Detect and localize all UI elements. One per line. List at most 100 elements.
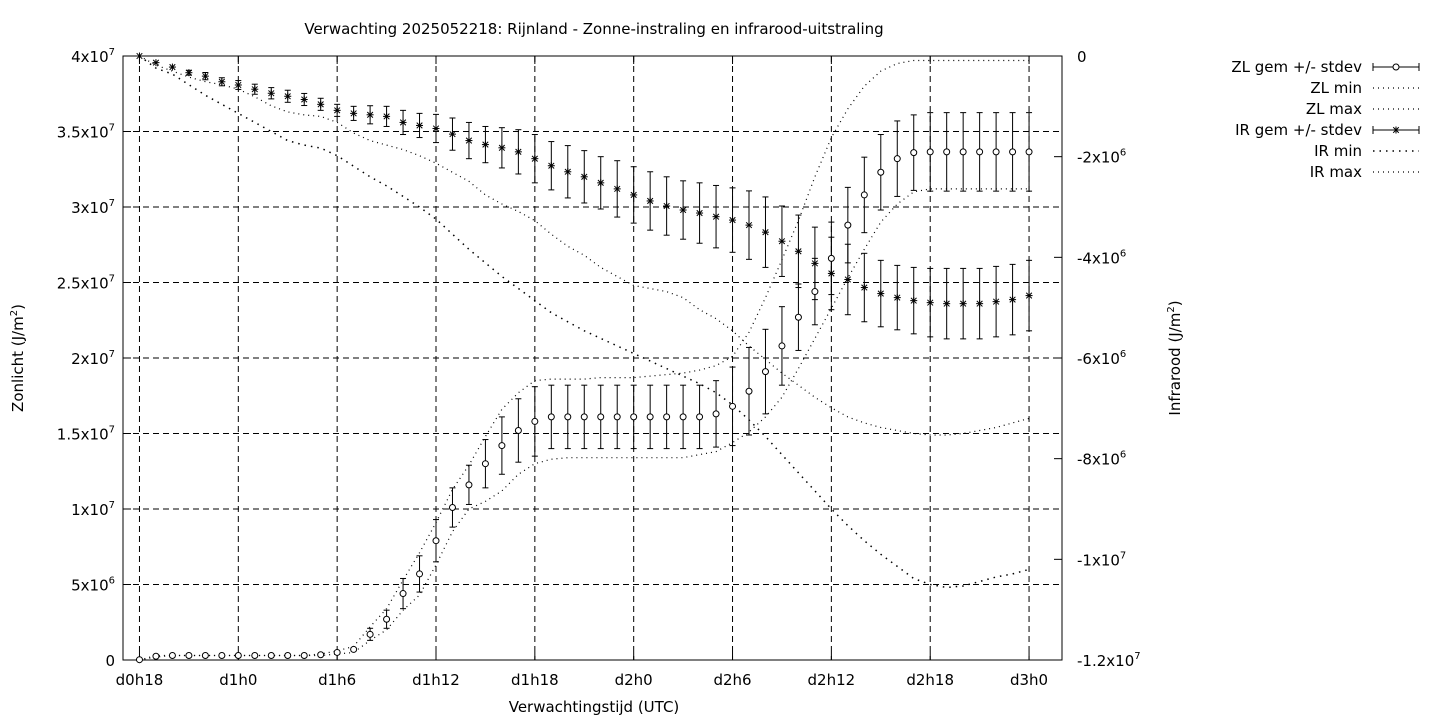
- x-tick-label: d1h6: [318, 671, 356, 689]
- legend-marker: [1392, 63, 1400, 71]
- point-ir-gem-stdev: [877, 290, 885, 298]
- point-zl-gem-stdev: [860, 191, 868, 199]
- legend: ZL gem +/- stdev ZL min ZL max IR gem +/- s…: [1231, 58, 1420, 181]
- point-ir-gem-stdev: [910, 297, 918, 305]
- point-ir-gem-stdev: [531, 155, 539, 163]
- point-zl-gem-stdev: [943, 148, 951, 156]
- y-left-tick-label: 1.5x107: [57, 425, 115, 444]
- point-ir-gem-stdev: [267, 89, 275, 97]
- y-left-tick-label: 0: [105, 652, 115, 670]
- point-zl-gem-stdev: [976, 148, 984, 156]
- point-zl-gem-stdev: [1009, 148, 1017, 156]
- point-ir-gem-stdev: [811, 259, 819, 267]
- y-right-axis-label: Infrarood (J/m2): [1166, 300, 1184, 415]
- point-ir-gem-stdev: [234, 81, 242, 89]
- y-left-tick-label: 2.5x107: [57, 274, 115, 293]
- x-tick-label: d1h12: [412, 671, 460, 689]
- point-zl-gem-stdev: [152, 652, 160, 660]
- point-zl-gem-stdev: [481, 460, 489, 468]
- point-ir-gem-stdev: [597, 179, 605, 187]
- point-zl-gem-stdev: [531, 417, 539, 425]
- point-ir-gem-stdev: [745, 221, 753, 229]
- point-ir-gem-stdev: [712, 213, 720, 221]
- legend-label: ZL gem +/- stdev: [1231, 58, 1362, 76]
- point-zl-gem-stdev: [383, 615, 391, 623]
- y-right-tick-label: -8x106: [1077, 450, 1126, 469]
- point-ir-gem-stdev: [333, 106, 341, 114]
- point-zl-gem-stdev: [663, 413, 671, 421]
- y-left-tick-labels: 0 5x106 1x107 1.5x107 2x107 2.5x107 3x107 3.5x1…: [57, 47, 115, 670]
- y-right-tick-label: -6x106: [1077, 349, 1126, 368]
- point-zl-gem-stdev: [992, 148, 1000, 156]
- point-ir-gem-stdev: [514, 148, 522, 156]
- min-max-lines: [139, 55, 1030, 661]
- legend-label: IR gem +/- stdev: [1235, 121, 1362, 139]
- point-zl-gem-stdev: [168, 651, 176, 659]
- point-ir-gem-stdev: [152, 59, 160, 67]
- point-zl-gem-stdev: [366, 630, 374, 638]
- point-ir-gem-stdev: [350, 109, 358, 117]
- legend-label: IR max: [1310, 163, 1362, 181]
- point-zl-gem-stdev: [399, 590, 407, 598]
- x-tick-label: d2h18: [906, 671, 954, 689]
- point-zl-gem-stdev: [267, 651, 275, 659]
- y-left-tick-label: 2x107: [71, 349, 115, 368]
- point-zl-gem-stdev: [135, 656, 143, 664]
- point-ir-gem-stdev: [729, 216, 737, 224]
- point-ir-gem-stdev: [498, 144, 506, 152]
- point-zl-gem-stdev: [547, 413, 555, 421]
- point-ir-gem-stdev: [432, 124, 440, 132]
- point-zl-gem-stdev: [844, 221, 852, 229]
- grid-lines: [123, 56, 1062, 660]
- legend-label: IR min: [1314, 142, 1362, 160]
- point-ir-gem-stdev: [580, 173, 588, 181]
- series-zl-max: [139, 59, 1030, 661]
- point-zl-gem-stdev: [300, 651, 308, 659]
- point-zl-gem-stdev: [926, 148, 934, 156]
- x-tick-label: d2h6: [713, 671, 751, 689]
- x-tick-label: d1h18: [511, 671, 559, 689]
- point-zl-gem-stdev: [465, 481, 473, 489]
- point-ir-gem-stdev: [201, 72, 209, 80]
- point-ir-gem-stdev: [794, 247, 802, 255]
- y-right-tick-label: -1.2x107: [1077, 651, 1141, 670]
- point-zl-gem-stdev: [597, 413, 605, 421]
- x-tick-label: d1h0: [219, 671, 257, 689]
- point-ir-gem-stdev: [663, 202, 671, 210]
- point-ir-gem-stdev: [630, 191, 638, 199]
- point-zl-gem-stdev: [877, 168, 885, 176]
- point-zl-gem-stdev: [580, 413, 588, 421]
- point-zl-gem-stdev: [218, 651, 226, 659]
- point-ir-gem-stdev: [844, 275, 852, 283]
- point-zl-gem-stdev: [564, 413, 572, 421]
- point-zl-gem-stdev: [284, 651, 292, 659]
- data-markers: [135, 52, 1033, 664]
- series-ir-max: [139, 55, 1030, 436]
- point-zl-gem-stdev: [745, 387, 753, 395]
- y-right-tick-label: 0: [1077, 48, 1087, 66]
- point-zl-gem-stdev: [712, 410, 720, 418]
- y-left-tick-label: 5x106: [71, 576, 115, 595]
- point-zl-gem-stdev: [646, 413, 654, 421]
- point-ir-gem-stdev: [613, 185, 621, 193]
- point-zl-gem-stdev: [251, 651, 259, 659]
- point-ir-gem-stdev: [679, 206, 687, 214]
- x-axis-label: Verwachtingstijd (UTC): [509, 698, 680, 716]
- point-ir-gem-stdev: [547, 162, 555, 170]
- y-right-tick-label: -4x106: [1077, 248, 1126, 267]
- series-ir-min: [139, 55, 1030, 589]
- point-zl-gem-stdev: [729, 402, 737, 410]
- y-left-tick-label: 4x107: [71, 47, 115, 66]
- legend-label: ZL min: [1310, 79, 1362, 97]
- point-zl-gem-stdev: [630, 413, 638, 421]
- point-ir-gem-stdev: [383, 112, 391, 120]
- point-ir-gem-stdev: [465, 137, 473, 145]
- point-ir-gem-stdev: [185, 69, 193, 77]
- point-ir-gem-stdev: [943, 300, 951, 308]
- point-ir-gem-stdev: [778, 237, 786, 245]
- point-zl-gem-stdev: [893, 155, 901, 163]
- point-ir-gem-stdev: [317, 100, 325, 108]
- point-ir-gem-stdev: [135, 52, 143, 60]
- point-zl-gem-stdev: [514, 426, 522, 434]
